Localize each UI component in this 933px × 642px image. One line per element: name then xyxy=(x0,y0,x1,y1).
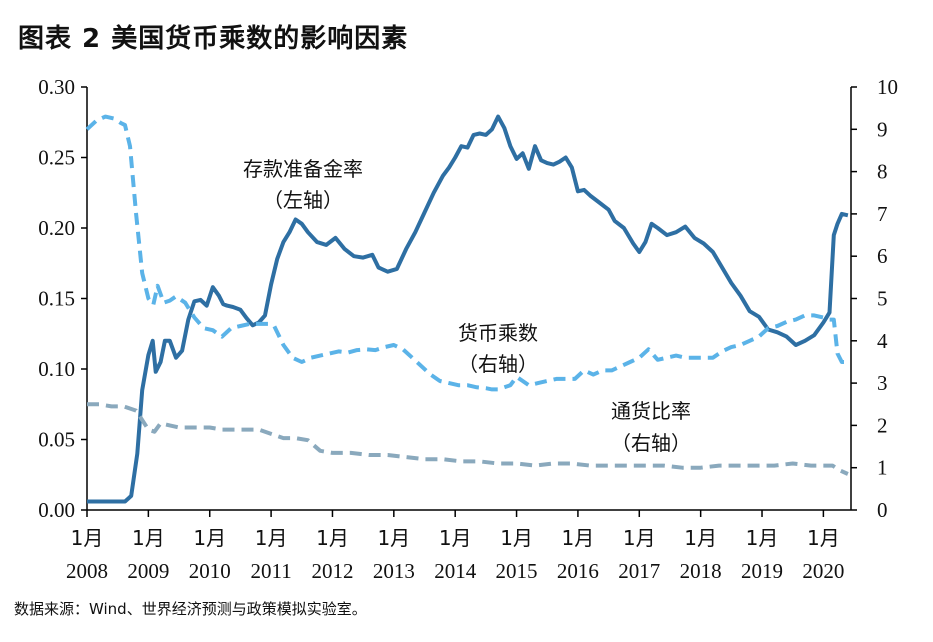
series-line-currency xyxy=(87,402,849,476)
axes: 0.00 0.05 0.10 0.15 0.20 0.25 0.30 0 1 2 3 4 5 6 7 8 9 10… xyxy=(38,75,898,583)
x-tick-year: 2012 xyxy=(311,559,353,583)
x-tick-year: 2011 xyxy=(250,559,291,583)
x-tick-month: 1月 xyxy=(623,526,656,550)
x-tick-month: 1月 xyxy=(807,526,840,550)
x-tick-year: 2016 xyxy=(557,559,599,583)
x-tick-month: 1月 xyxy=(255,526,288,550)
x-tick-year: 2019 xyxy=(741,559,783,583)
right-tick-label: 7 xyxy=(877,202,888,226)
left-tick-label: 0.05 xyxy=(38,428,75,452)
x-tick-year: 2013 xyxy=(373,559,415,583)
x-tick-year: 2014 xyxy=(434,559,477,583)
left-tick-label: 0.20 xyxy=(38,216,75,240)
x-tick-year: 2008 xyxy=(66,559,108,583)
x-tick-year: 2017 xyxy=(618,559,660,583)
x-tick-month: 1月 xyxy=(193,526,226,550)
chart-title: 图表 2 美国货币乘数的影响因素 xyxy=(18,24,409,54)
series-line-reserve xyxy=(87,114,849,504)
right-tick-label: 10 xyxy=(877,75,898,99)
x-tick-year: 2009 xyxy=(127,559,169,583)
x-tick-month: 1月 xyxy=(377,526,410,550)
x-tick-month: 1月 xyxy=(500,526,533,550)
x-tick-month: 1月 xyxy=(439,526,472,550)
right-tick-label: 1 xyxy=(877,456,888,480)
right-tick-label: 0 xyxy=(877,498,888,522)
x-tick-year: 2020 xyxy=(802,559,844,583)
annotations: 存款准备金率 （左轴） 货币乘数 （右轴） 通货比率 （右轴） xyxy=(243,157,691,455)
right-tick-label: 8 xyxy=(877,160,888,184)
series-line-multiplier xyxy=(85,114,848,392)
right-tick-label: 6 xyxy=(877,244,888,268)
x-tick-month: 1月 xyxy=(316,526,349,550)
x-tick-year: 2015 xyxy=(496,559,538,583)
right-tick-label: 5 xyxy=(877,287,888,311)
left-tick-label: 0.00 xyxy=(38,498,75,522)
right-tick-label: 3 xyxy=(877,371,888,395)
x-tick-month: 1月 xyxy=(71,526,104,550)
source-note: 数据来源：Wind、世界经济预测与政策模拟实验室。 xyxy=(14,600,367,618)
right-tick-label: 9 xyxy=(877,117,888,141)
right-tick-label: 2 xyxy=(877,413,888,437)
x-tick-year: 2018 xyxy=(680,559,722,583)
annotation-currency: 通货比率 xyxy=(611,399,691,423)
x-tick-month: 1月 xyxy=(132,526,165,550)
x-tick-year: 2010 xyxy=(189,559,231,583)
annotation-reserve: 存款准备金率 xyxy=(243,157,363,181)
left-tick-label: 0.25 xyxy=(38,146,75,170)
right-tick-label: 4 xyxy=(877,329,888,353)
x-tick-month: 1月 xyxy=(746,526,779,550)
chart: 0.00 0.05 0.10 0.15 0.20 0.25 0.30 0 1 2 3 4 5 6 7 8 9 10… xyxy=(38,75,898,583)
annotation-multiplier: （右轴） xyxy=(458,352,538,376)
left-tick-label: 0.15 xyxy=(38,287,75,311)
series-lines xyxy=(85,114,849,504)
annotation-multiplier: 货币乘数 xyxy=(458,321,538,345)
annotation-reserve: （左轴） xyxy=(263,188,343,212)
annotation-currency: （右轴） xyxy=(611,431,691,455)
x-tick-month: 1月 xyxy=(562,526,595,550)
x-tick-month: 1月 xyxy=(684,526,717,550)
left-tick-label: 0.30 xyxy=(38,75,75,99)
left-tick-label: 0.10 xyxy=(38,357,75,381)
